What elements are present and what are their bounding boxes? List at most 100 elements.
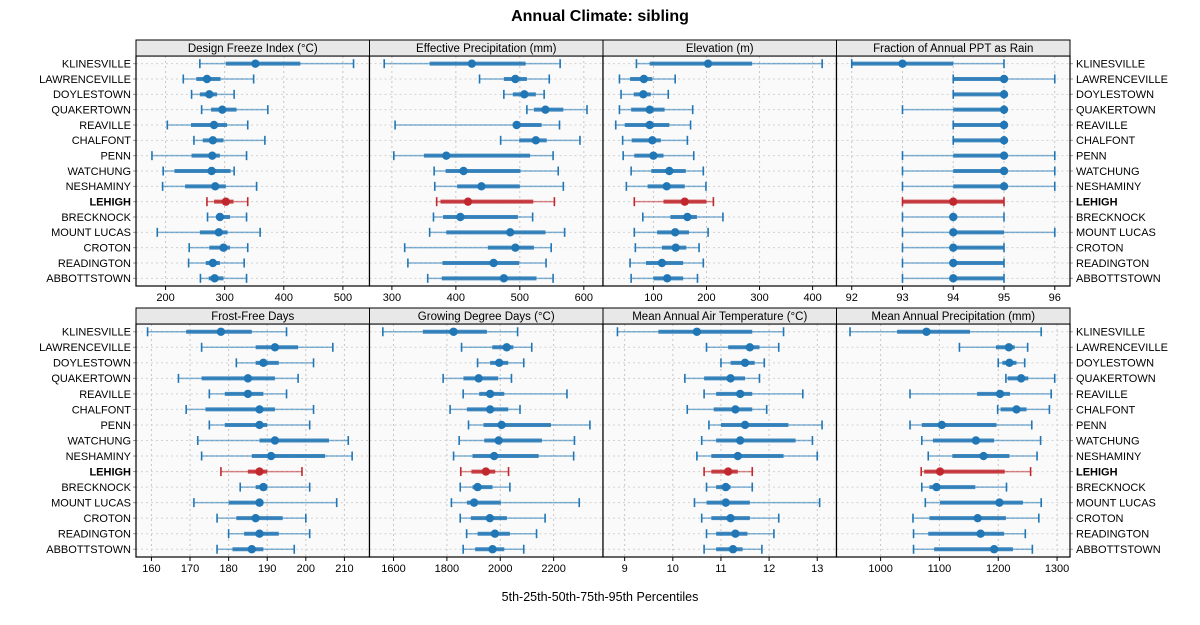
panel-effective-precipitation: 300 400 500 600 Effective Precipitation (mm) [368, 39, 604, 304]
x-tick-label: 200 [697, 292, 715, 304]
site-label-right: BRECKNOCK [1076, 482, 1146, 494]
x-tick-label: 2000 [488, 563, 512, 575]
median-dot [949, 228, 958, 237]
series-abbottstown [901, 273, 1005, 283]
x-tick-label: 2200 [541, 563, 565, 575]
median-dot [489, 451, 499, 461]
x-tick-label: 190 [258, 563, 276, 575]
series-lehigh [435, 197, 556, 207]
panel-design-freeze-index: 200 300 400 500 Design Freeze Index (°C) [135, 39, 371, 304]
site-label-right: CHALFONT [1076, 135, 1136, 147]
median-dot [255, 420, 264, 430]
median-dot [976, 529, 985, 538]
median-dot [499, 274, 509, 283]
series-neshaminy [927, 451, 1038, 461]
x-tick-label: 93 [896, 292, 908, 304]
series-penn [708, 420, 823, 430]
series-reaville [208, 389, 288, 399]
median-dot [473, 482, 482, 492]
x-tick-label: 400 [275, 292, 293, 304]
panel-header-label: Design Freeze Index (°C) [188, 43, 318, 55]
site-label-right: KLINESVILLE [1076, 59, 1145, 71]
x-tick-label: 1100 [928, 563, 952, 575]
series-readington [465, 529, 538, 539]
series-croton [403, 243, 552, 253]
median-dot [999, 136, 1009, 145]
median-dot [477, 182, 486, 191]
series-brecknock [239, 482, 311, 492]
panel-header-fraction-ppt-rain [836, 39, 1071, 57]
series-neshaminy [452, 451, 575, 461]
median-dot [255, 467, 264, 476]
x-tick-label: 12 [763, 563, 775, 575]
series-quakertown [901, 105, 1009, 115]
median-dot [219, 243, 228, 252]
median-dot [456, 212, 465, 222]
series-lehigh [920, 467, 1032, 477]
series-abbottstown [630, 273, 699, 283]
series-lawrenceville [958, 342, 1029, 352]
panel-mean-annual-air-temperature: 9 10 11 12 13 Mean Annual Air Temperature (°C… [602, 307, 838, 575]
site-label-left: WATCHUNG [67, 166, 131, 178]
x-tick-label: 1800 [435, 563, 459, 575]
x-tick-label: 400 [447, 292, 465, 304]
x-tick-label: 100 [644, 292, 662, 304]
site-label-left: ABBOTTSTOWN [46, 544, 131, 556]
series-croton [901, 243, 1005, 253]
site-label-right: PENN [1076, 151, 1107, 163]
median-dot [663, 274, 672, 283]
site-label-left: DOYLESTOWN [53, 358, 131, 370]
median-dot [251, 513, 260, 523]
series-chalfont [952, 135, 1009, 145]
x-tick-label: 1600 [381, 563, 405, 575]
site-label-left: LEHIGH [89, 466, 131, 478]
median-dot [726, 374, 735, 383]
site-label-left: LAWRENCEVILLE [39, 342, 131, 354]
median-dot [949, 243, 958, 252]
median-dot [995, 389, 1005, 399]
median-dot [481, 467, 491, 476]
site-label-left: CHALFONT [72, 404, 132, 416]
median-dot [721, 482, 730, 492]
median-dot [251, 59, 260, 68]
site-label-left: READINGTON [58, 258, 131, 270]
series-watchung [458, 436, 576, 445]
series-mount-lucas [156, 227, 261, 237]
median-dot [989, 545, 999, 554]
panel-elevation: 100 200 300 400 Elevation (m) [602, 39, 838, 304]
median-dot [205, 90, 214, 99]
site-label-left: CHALFONT [72, 135, 132, 147]
median-dot [703, 59, 713, 68]
series-croton [912, 513, 1040, 523]
median-dot [999, 105, 1009, 114]
site-label-right: BRECKNOCK [1076, 212, 1146, 224]
series-abbottstown [426, 273, 554, 283]
series-lawrenceville [705, 342, 780, 352]
series-doylestown [997, 358, 1026, 368]
median-dot [243, 374, 253, 383]
site-label-right: REAVILLE [1076, 120, 1128, 132]
median-dot [449, 327, 458, 336]
median-dot [731, 529, 740, 538]
median-dot [1004, 343, 1014, 352]
median-dot [270, 343, 280, 352]
series-abbottstown [199, 273, 248, 283]
median-dot [645, 105, 654, 114]
median-dot [648, 136, 657, 145]
series-watchung [901, 166, 1056, 176]
series-readington [187, 258, 245, 268]
site-label-right: QUAKERTOWN [1076, 105, 1156, 117]
median-dot [463, 197, 473, 206]
median-dot [207, 166, 216, 176]
median-dot [512, 120, 521, 130]
x-tick-label: 500 [334, 292, 352, 304]
median-dot [490, 529, 500, 538]
median-dot [520, 90, 529, 99]
site-label-right: WATCHUNG [1076, 435, 1140, 447]
series-brecknock [705, 482, 754, 492]
median-dot [511, 243, 520, 252]
series-reaville [166, 120, 249, 130]
series-chalfont [193, 135, 266, 145]
median-dot [649, 151, 658, 160]
panel-header-label: Effective Precipitation (mm) [416, 43, 557, 55]
